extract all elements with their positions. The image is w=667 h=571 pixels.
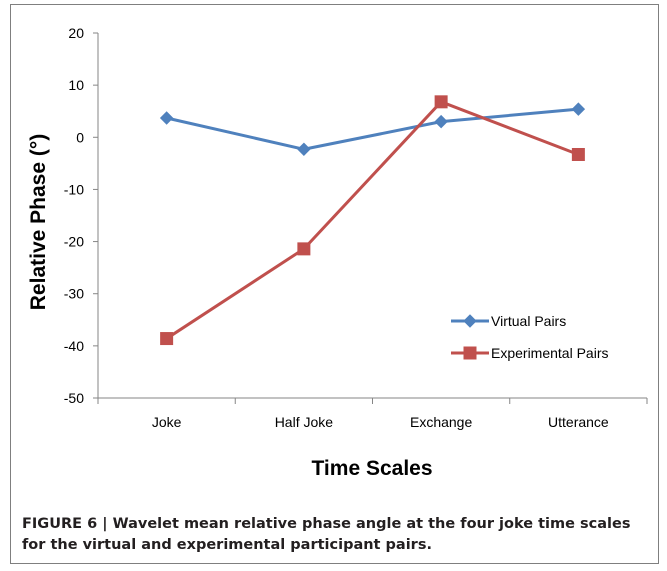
- y-tick-label: -10: [64, 181, 84, 197]
- y-tick-label: -30: [64, 286, 84, 302]
- data-point: [434, 95, 448, 109]
- legend-swatch-marker: [463, 346, 477, 360]
- y-tick-label: -20: [64, 234, 84, 250]
- series-1: [160, 95, 585, 346]
- y-tick-label: -40: [64, 338, 84, 354]
- x-tick-label: Joke: [152, 414, 182, 430]
- legend-swatch-marker: [463, 314, 477, 328]
- y-tick-labels: 20 10 0 -10 -20 -30 -40 -50: [64, 25, 84, 406]
- x-tick-label: Exchange: [410, 414, 472, 430]
- figure-caption: FIGURE 6 | Wavelet mean relative phase a…: [22, 514, 642, 556]
- series-group: [159, 95, 586, 346]
- legend-entry-label: Experimental Pairs: [491, 345, 609, 361]
- caption-separator: |: [102, 516, 108, 532]
- series-line: [165, 100, 579, 340]
- data-point: [571, 147, 585, 161]
- data-point: [160, 332, 174, 346]
- legend-entry-label: Virtual Pairs: [491, 313, 566, 329]
- x-tick-label: Half Joke: [275, 414, 334, 430]
- data-point: [297, 142, 311, 156]
- y-tick-label: 10: [68, 77, 84, 93]
- x-tick-label: Utterance: [548, 414, 609, 430]
- chart-axes: [93, 32, 648, 404]
- legend: Virtual Pairs Experimental Pairs: [451, 313, 609, 361]
- series-line: [166, 107, 579, 151]
- x-tick-labels: Joke Half Joke Exchange Utterance: [152, 414, 609, 430]
- y-axis-label: Relative Phase (°): [27, 134, 50, 310]
- series-0: [159, 102, 586, 156]
- y-tick-label: -50: [64, 390, 84, 406]
- x-axis-label: Time Scales: [311, 457, 432, 480]
- data-point: [571, 102, 586, 116]
- data-point: [297, 242, 311, 256]
- data-point: [434, 114, 448, 129]
- y-tick-label: 0: [76, 129, 84, 145]
- caption-text: Wavelet mean relative phase angle at the…: [22, 516, 631, 553]
- y-tick-label: 20: [68, 25, 84, 41]
- data-point: [159, 111, 174, 125]
- caption-label: FIGURE 6: [22, 516, 98, 532]
- figure-frame: [10, 4, 659, 564]
